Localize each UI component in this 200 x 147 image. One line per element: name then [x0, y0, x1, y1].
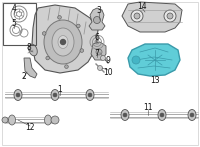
Polygon shape	[91, 42, 106, 60]
Text: 6: 6	[95, 32, 99, 41]
Polygon shape	[89, 8, 105, 30]
Ellipse shape	[158, 110, 166, 121]
Ellipse shape	[51, 90, 59, 101]
Ellipse shape	[14, 90, 22, 101]
Ellipse shape	[45, 115, 52, 125]
Text: 11: 11	[143, 103, 153, 112]
Circle shape	[2, 117, 8, 123]
Text: 8: 8	[27, 42, 31, 51]
Polygon shape	[122, 2, 182, 32]
Ellipse shape	[9, 115, 16, 125]
Ellipse shape	[86, 90, 94, 101]
Circle shape	[16, 93, 20, 97]
Circle shape	[88, 93, 92, 97]
Circle shape	[51, 116, 59, 124]
Polygon shape	[32, 5, 98, 73]
Text: 10: 10	[103, 67, 113, 76]
Polygon shape	[128, 44, 180, 76]
Circle shape	[80, 49, 84, 52]
Text: 1: 1	[58, 85, 62, 93]
Circle shape	[58, 16, 61, 19]
Circle shape	[94, 16, 101, 24]
Ellipse shape	[188, 110, 196, 121]
Circle shape	[164, 10, 176, 22]
Text: 4: 4	[12, 4, 16, 12]
Circle shape	[123, 113, 127, 117]
Circle shape	[132, 56, 140, 64]
Ellipse shape	[121, 110, 129, 121]
Circle shape	[190, 113, 194, 117]
Polygon shape	[24, 58, 37, 78]
Circle shape	[53, 93, 57, 97]
Text: 2: 2	[22, 71, 26, 81]
Circle shape	[131, 10, 143, 22]
Circle shape	[134, 13, 140, 19]
Circle shape	[101, 56, 106, 61]
Circle shape	[167, 13, 173, 19]
Circle shape	[77, 24, 80, 28]
Text: 14: 14	[137, 1, 147, 10]
Ellipse shape	[29, 44, 37, 56]
Circle shape	[98, 66, 103, 71]
Text: 12: 12	[25, 123, 35, 132]
Text: 13: 13	[150, 76, 160, 85]
Text: 3: 3	[97, 5, 101, 15]
Ellipse shape	[58, 35, 68, 49]
Ellipse shape	[52, 28, 74, 56]
Circle shape	[46, 56, 49, 60]
Circle shape	[160, 113, 164, 117]
Text: 7: 7	[95, 49, 99, 57]
Circle shape	[61, 40, 66, 45]
Circle shape	[65, 65, 68, 68]
Ellipse shape	[44, 20, 82, 64]
Circle shape	[96, 49, 102, 55]
Text: 5: 5	[12, 19, 16, 27]
Circle shape	[42, 32, 46, 35]
Text: 9: 9	[106, 56, 110, 65]
